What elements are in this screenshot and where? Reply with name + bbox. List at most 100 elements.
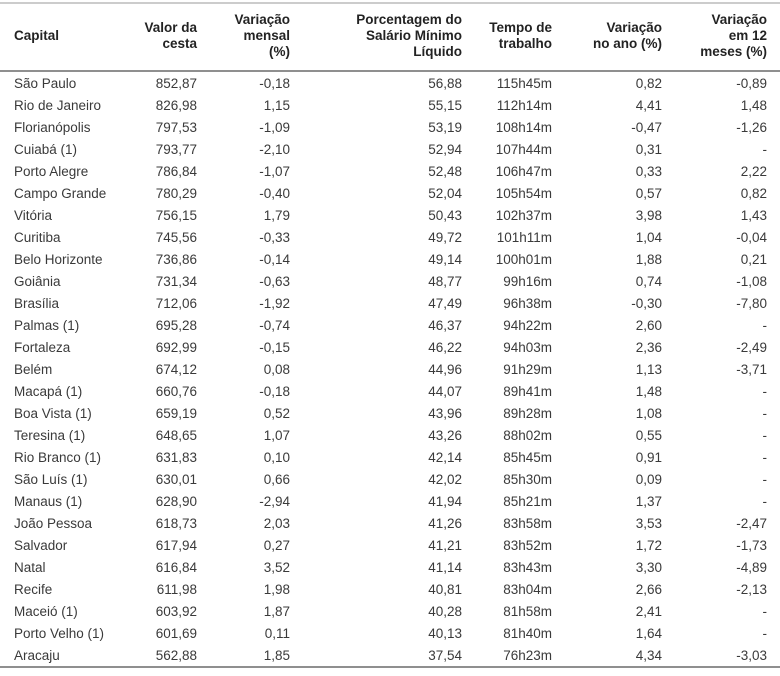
value-cell: -2,13	[736, 581, 767, 597]
value-cell: -3,03	[736, 647, 767, 663]
value-cell: 96h38m	[503, 295, 552, 311]
value-cell: 99h16m	[503, 273, 552, 289]
value-cell: 0,74	[635, 273, 662, 289]
value-cell: -	[762, 603, 768, 619]
value-cell: 745,56	[155, 229, 197, 245]
value-cell: 1,85	[263, 647, 290, 663]
value-cell: 756,15	[155, 207, 197, 223]
capital-cell: Manaus (1)	[14, 493, 83, 509]
value-cell: 40,81	[428, 581, 462, 597]
value-cell: 44,96	[428, 361, 462, 377]
table-row: Recife 611,98 1,98 40,81 83h04m 2,66 -2,13	[0, 578, 780, 600]
value-cell: 674,12	[155, 361, 197, 377]
table-row: Porto Velho (1) 601,69 0,11 40,13 81h40m 1,64…	[0, 622, 780, 644]
capital-cell: Belo Horizonte	[14, 251, 103, 267]
value-cell: 85h45m	[503, 449, 552, 465]
value-cell: 793,77	[155, 141, 197, 157]
value-cell: 1,48	[635, 383, 662, 399]
value-cell: 3,30	[635, 559, 662, 575]
value-cell: -1,09	[259, 119, 290, 135]
capital-cell: Rio Branco (1)	[14, 449, 102, 465]
value-cell: -	[762, 405, 768, 421]
value-cell: 617,94	[155, 537, 197, 553]
capital-cell: Recife	[14, 581, 53, 597]
value-cell: 83h58m	[503, 515, 552, 531]
value-cell: 83h52m	[503, 537, 552, 553]
value-cell: -1,07	[259, 163, 290, 179]
column-header-0: Capital	[0, 3, 138, 72]
value-cell: -4,89	[736, 559, 767, 575]
value-cell: -1,26	[736, 119, 767, 135]
value-cell: 105h54m	[495, 185, 552, 201]
table-row: Goiânia 731,34 -0,63 48,77 99h16m 0,74 -1,08	[0, 270, 780, 292]
value-cell: 601,69	[155, 625, 197, 641]
table-row: Porto Alegre 786,84 -1,07 52,48 106h47m 0,33 2…	[0, 160, 780, 182]
value-cell: 2,60	[635, 317, 662, 333]
value-cell: 0,08	[263, 361, 290, 377]
value-cell: 1,88	[635, 251, 662, 267]
value-cell: -1,92	[259, 295, 290, 311]
table-row: Macapá (1) 660,76 -0,18 44,07 89h41m 1,48 -	[0, 380, 780, 402]
value-cell: 107h44m	[495, 141, 552, 157]
capital-cell: Porto Velho (1)	[14, 625, 105, 641]
value-cell: 108h14m	[495, 119, 552, 135]
value-cell: 106h47m	[495, 163, 552, 179]
capital-cell: Goiânia	[14, 273, 61, 289]
table-header: Capital Valor da cesta Variação mensal (%)…	[0, 3, 780, 72]
value-cell: 37,54	[428, 647, 462, 663]
table-row: Maceió (1) 603,92 1,87 40,28 81h58m 2,41 -	[0, 600, 780, 622]
value-cell: 41,26	[428, 515, 462, 531]
value-cell: 618,73	[155, 515, 197, 531]
value-cell: 46,22	[428, 339, 462, 355]
capital-cell: Curitiba	[14, 229, 61, 245]
value-cell: 4,34	[635, 647, 662, 663]
value-cell: 852,87	[155, 75, 197, 91]
value-cell: 43,96	[428, 405, 462, 421]
value-cell: 42,02	[428, 471, 462, 487]
value-cell: 40,13	[428, 625, 462, 641]
value-cell: 0,31	[635, 141, 662, 157]
value-cell: -0,14	[259, 251, 290, 267]
value-cell: -7,80	[736, 295, 767, 311]
value-cell: 786,84	[155, 163, 197, 179]
value-cell: -3,71	[736, 361, 767, 377]
value-cell: 55,15	[428, 97, 462, 113]
value-cell: 52,48	[428, 163, 462, 179]
value-cell: 797,53	[155, 119, 197, 135]
value-cell: -2,49	[736, 339, 767, 355]
value-cell: 1,07	[263, 427, 290, 443]
value-cell: 50,43	[428, 207, 462, 223]
value-cell: 43,26	[428, 427, 462, 443]
value-cell: 0,66	[263, 471, 290, 487]
value-cell: -	[762, 493, 768, 509]
value-cell: 2,41	[635, 603, 662, 619]
value-cell: 88h02m	[503, 427, 552, 443]
value-cell: 1,15	[263, 97, 290, 113]
table-row: Florianópolis 797,53 -1,09 53,19 108h14m -0,4…	[0, 116, 780, 138]
value-cell: -2,94	[259, 493, 290, 509]
table-row: Belo Horizonte 736,86 -0,14 49,14 100h01m 1,8…	[0, 248, 780, 270]
value-cell: 0,27	[263, 537, 290, 553]
value-cell: 41,14	[428, 559, 462, 575]
header-row: Capital Valor da cesta Variação mensal (%)…	[0, 3, 780, 72]
value-cell: 1,48	[740, 97, 767, 113]
capital-cell: Salvador	[14, 537, 68, 553]
value-cell: 695,28	[155, 317, 197, 333]
value-cell: 2,22	[740, 163, 767, 179]
value-cell: 0,21	[740, 251, 767, 267]
table-row: São Luís (1) 630,01 0,66 42,02 85h30m 0,09 -	[0, 468, 780, 490]
value-cell: -	[762, 383, 768, 399]
value-cell: 712,06	[155, 295, 197, 311]
value-cell: 2,36	[635, 339, 662, 355]
value-cell: 1,72	[635, 537, 662, 553]
value-cell: -0,40	[259, 185, 290, 201]
value-cell: -0,89	[736, 75, 767, 91]
value-cell: 3,98	[635, 207, 662, 223]
column-header-2: Variação mensal (%)	[203, 3, 296, 72]
value-cell: 0,55	[635, 427, 662, 443]
value-cell: 112h14m	[496, 97, 552, 113]
table-row: Palmas (1) 695,28 -0,74 46,37 94h22m 2,60 -	[0, 314, 780, 336]
value-cell: 780,29	[155, 185, 197, 201]
